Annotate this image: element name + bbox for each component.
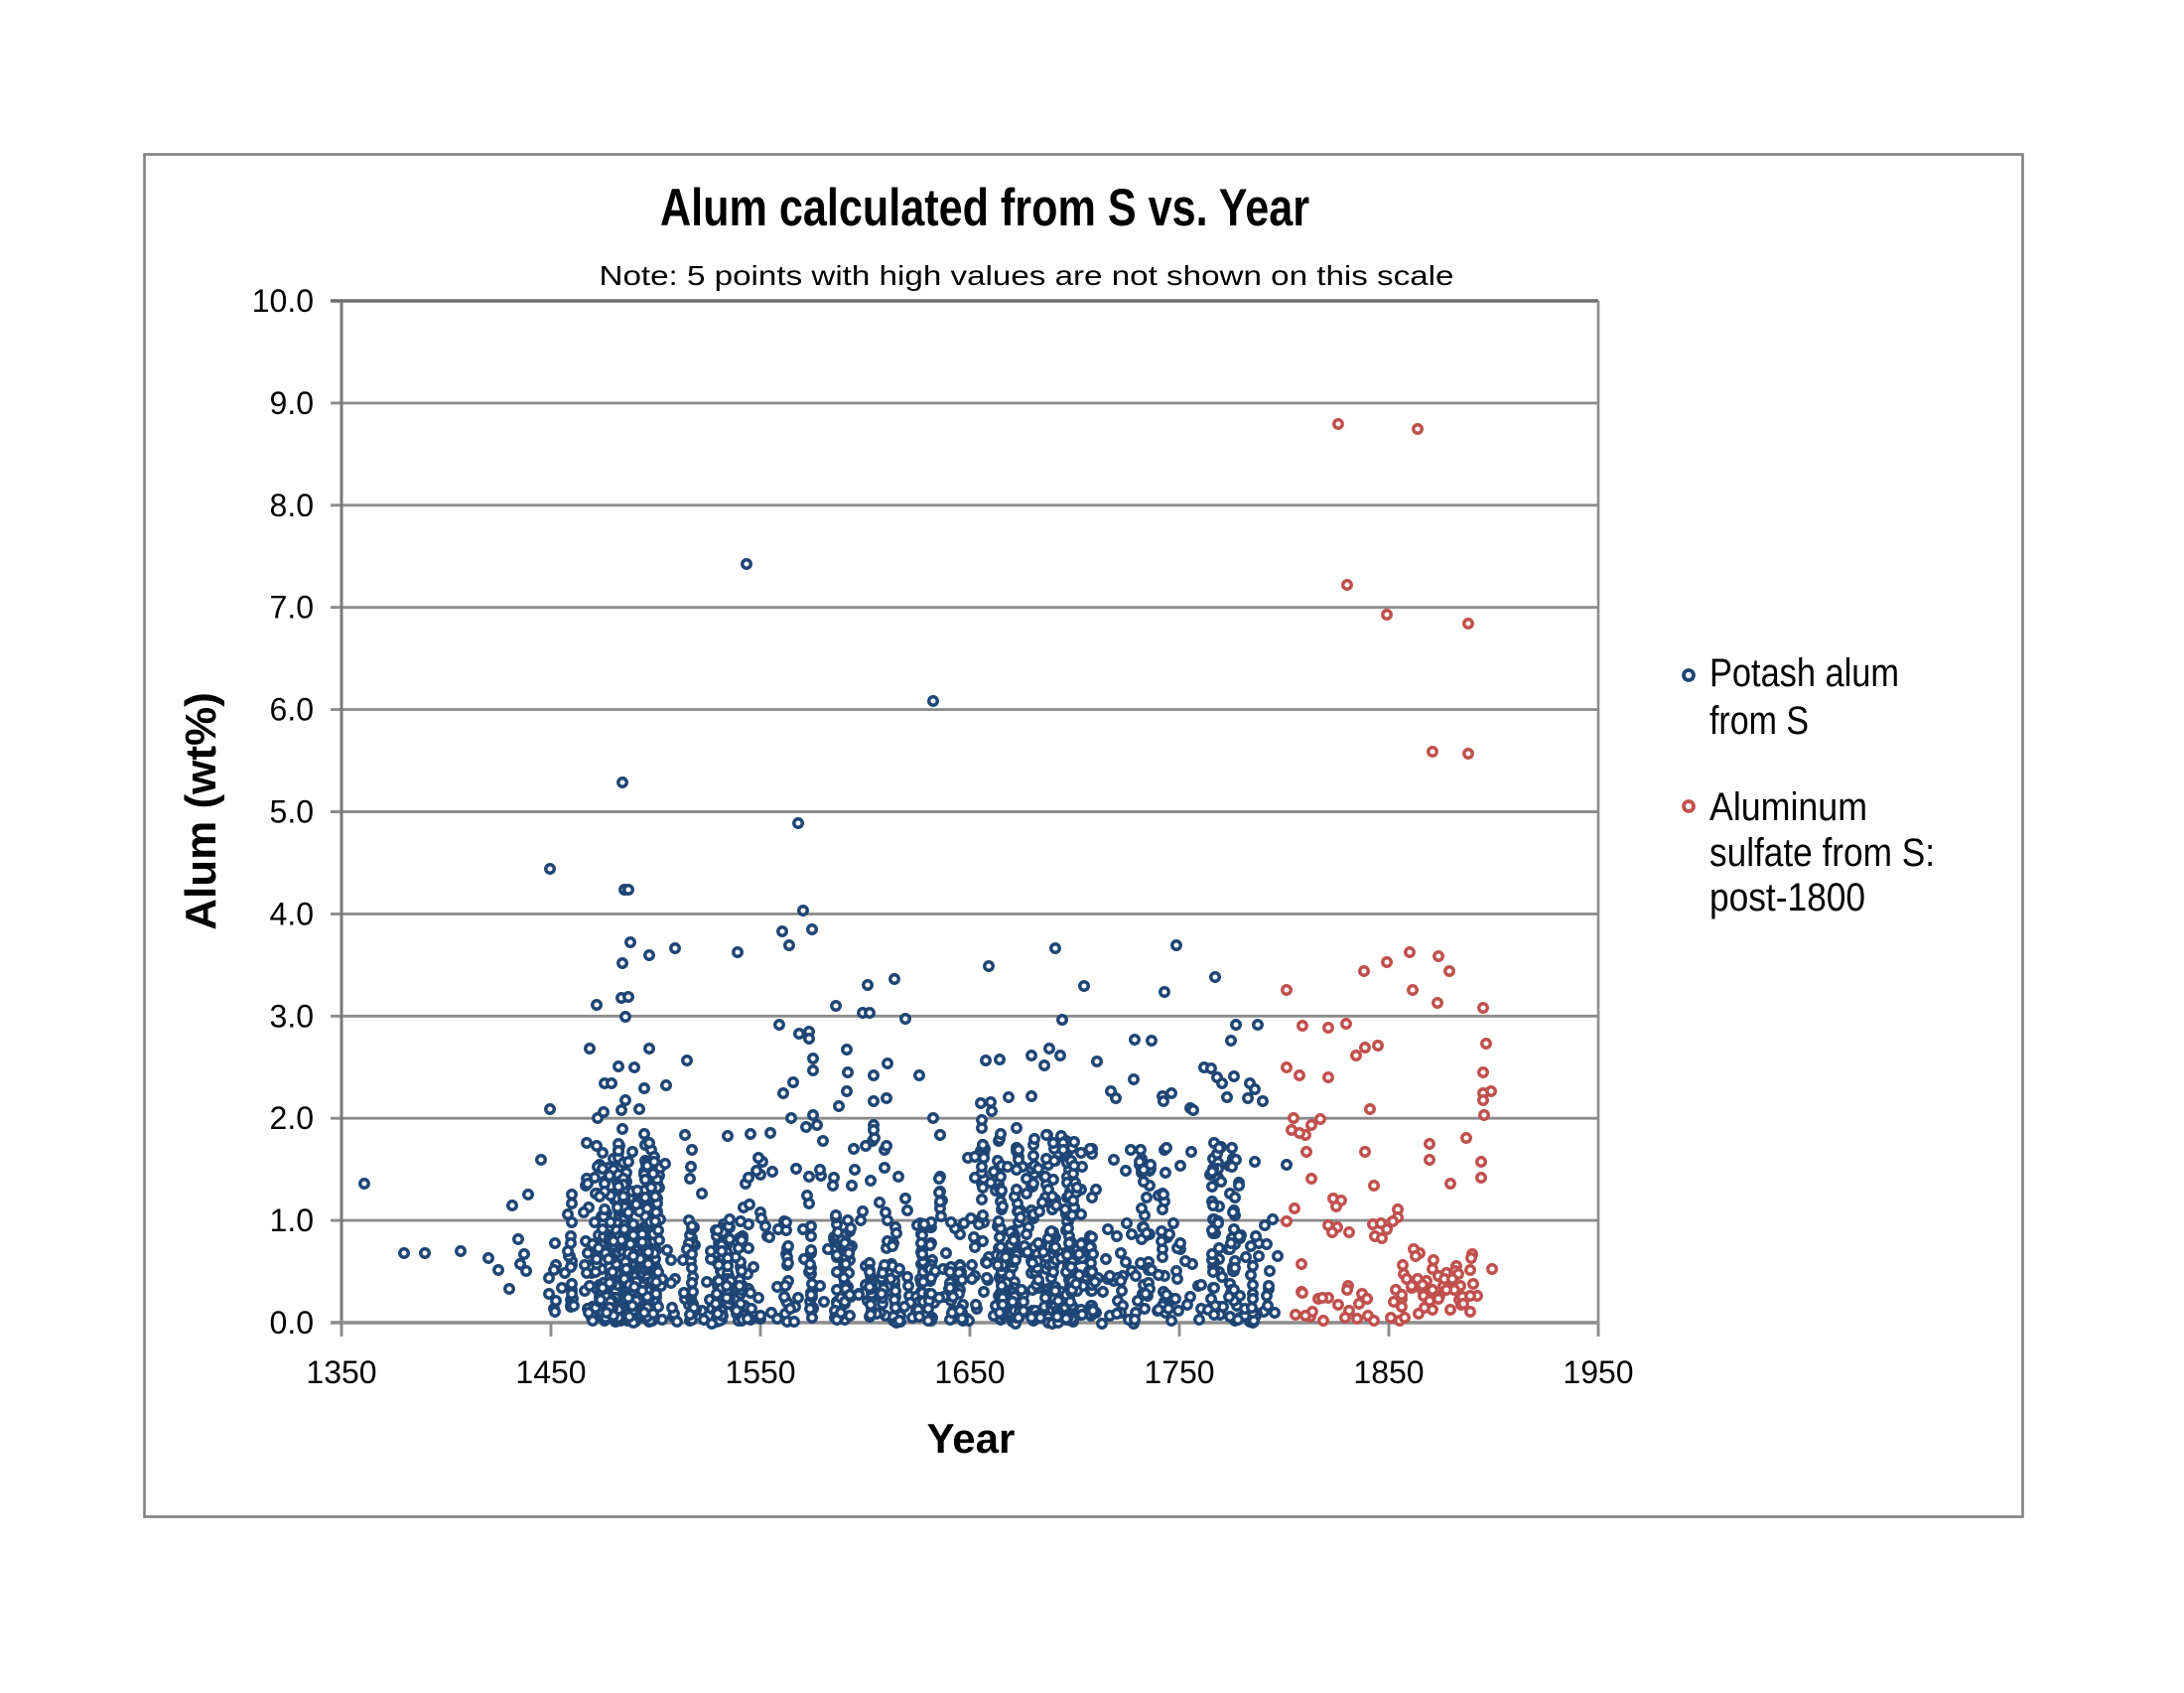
svg-text:Alum (wt%): Alum (wt%): [177, 692, 225, 930]
svg-text:1450: 1450: [515, 1354, 586, 1390]
svg-text:1350: 1350: [306, 1354, 376, 1390]
svg-text:1650: 1650: [934, 1354, 1005, 1390]
svg-text:9.0: 9.0: [270, 385, 314, 421]
svg-text:7.0: 7.0: [270, 590, 314, 626]
svg-text:post-1800: post-1800: [1709, 876, 1865, 919]
svg-text:2.0: 2.0: [270, 1100, 314, 1136]
svg-text:Potash alum: Potash alum: [1709, 651, 1899, 695]
svg-text:1850: 1850: [1353, 1354, 1424, 1390]
svg-text:Year: Year: [927, 1415, 1016, 1462]
svg-text:1750: 1750: [1144, 1354, 1214, 1390]
svg-text:from S: from S: [1709, 699, 1809, 743]
svg-text:Alum calculated from S vs. Ye: Alum calculated from S vs. Year: [660, 179, 1309, 237]
svg-text:1950: 1950: [1563, 1354, 1633, 1390]
svg-text:6.0: 6.0: [270, 692, 314, 728]
svg-text:Note: 5 points with high valu: Note: 5 points with high values are not …: [600, 260, 1454, 291]
svg-text:0.0: 0.0: [270, 1305, 314, 1340]
svg-text:10.0: 10.0: [252, 283, 314, 319]
svg-text:8.0: 8.0: [270, 488, 314, 523]
svg-text:1550: 1550: [725, 1354, 795, 1390]
svg-text:5.0: 5.0: [270, 794, 314, 830]
svg-text:3.0: 3.0: [270, 998, 314, 1034]
svg-text:1.0: 1.0: [270, 1202, 314, 1238]
svg-text:Aluminum: Aluminum: [1709, 785, 1867, 829]
svg-text:sulfate from S:: sulfate from S:: [1709, 831, 1935, 875]
svg-text:4.0: 4.0: [270, 896, 314, 931]
